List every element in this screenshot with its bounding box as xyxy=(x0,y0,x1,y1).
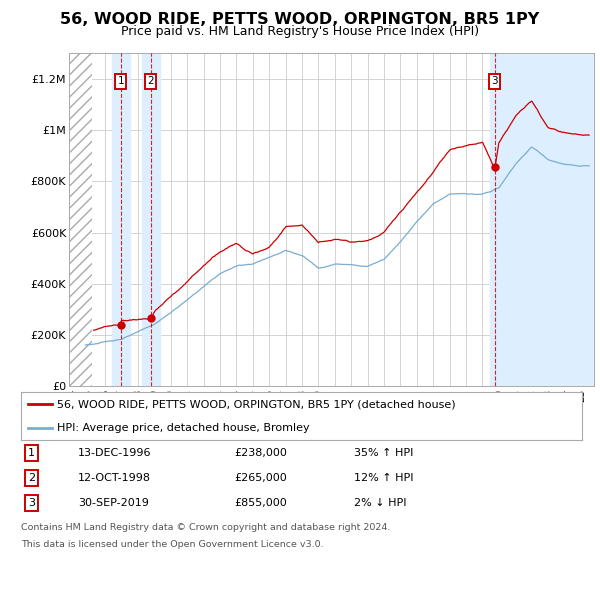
Text: 3: 3 xyxy=(491,77,498,86)
Bar xyxy=(69,53,92,386)
Text: 2% ↓ HPI: 2% ↓ HPI xyxy=(354,498,407,507)
Text: 12-OCT-1998: 12-OCT-1998 xyxy=(78,473,151,483)
Text: Contains HM Land Registry data © Crown copyright and database right 2024.: Contains HM Land Registry data © Crown c… xyxy=(21,523,391,532)
Bar xyxy=(112,53,130,386)
Text: 12% ↑ HPI: 12% ↑ HPI xyxy=(354,473,413,483)
Text: Price paid vs. HM Land Registry's House Price Index (HPI): Price paid vs. HM Land Registry's House … xyxy=(121,25,479,38)
Text: 56, WOOD RIDE, PETTS WOOD, ORPINGTON, BR5 1PY: 56, WOOD RIDE, PETTS WOOD, ORPINGTON, BR… xyxy=(61,12,539,27)
Text: £855,000: £855,000 xyxy=(234,498,287,507)
Text: HPI: Average price, detached house, Bromley: HPI: Average price, detached house, Brom… xyxy=(58,423,310,432)
Text: 2: 2 xyxy=(148,77,154,86)
Text: 2: 2 xyxy=(28,473,35,483)
Text: 3: 3 xyxy=(28,498,35,507)
Text: £238,000: £238,000 xyxy=(234,448,287,458)
Bar xyxy=(490,53,594,386)
Text: £265,000: £265,000 xyxy=(234,473,287,483)
Text: 13-DEC-1996: 13-DEC-1996 xyxy=(78,448,151,458)
Text: 1: 1 xyxy=(28,448,35,458)
Text: 35% ↑ HPI: 35% ↑ HPI xyxy=(354,448,413,458)
Text: 1: 1 xyxy=(118,77,124,86)
Text: 56, WOOD RIDE, PETTS WOOD, ORPINGTON, BR5 1PY (detached house): 56, WOOD RIDE, PETTS WOOD, ORPINGTON, BR… xyxy=(58,399,456,409)
Bar xyxy=(142,53,160,386)
Text: 30-SEP-2019: 30-SEP-2019 xyxy=(78,498,149,507)
Text: This data is licensed under the Open Government Licence v3.0.: This data is licensed under the Open Gov… xyxy=(21,540,323,549)
